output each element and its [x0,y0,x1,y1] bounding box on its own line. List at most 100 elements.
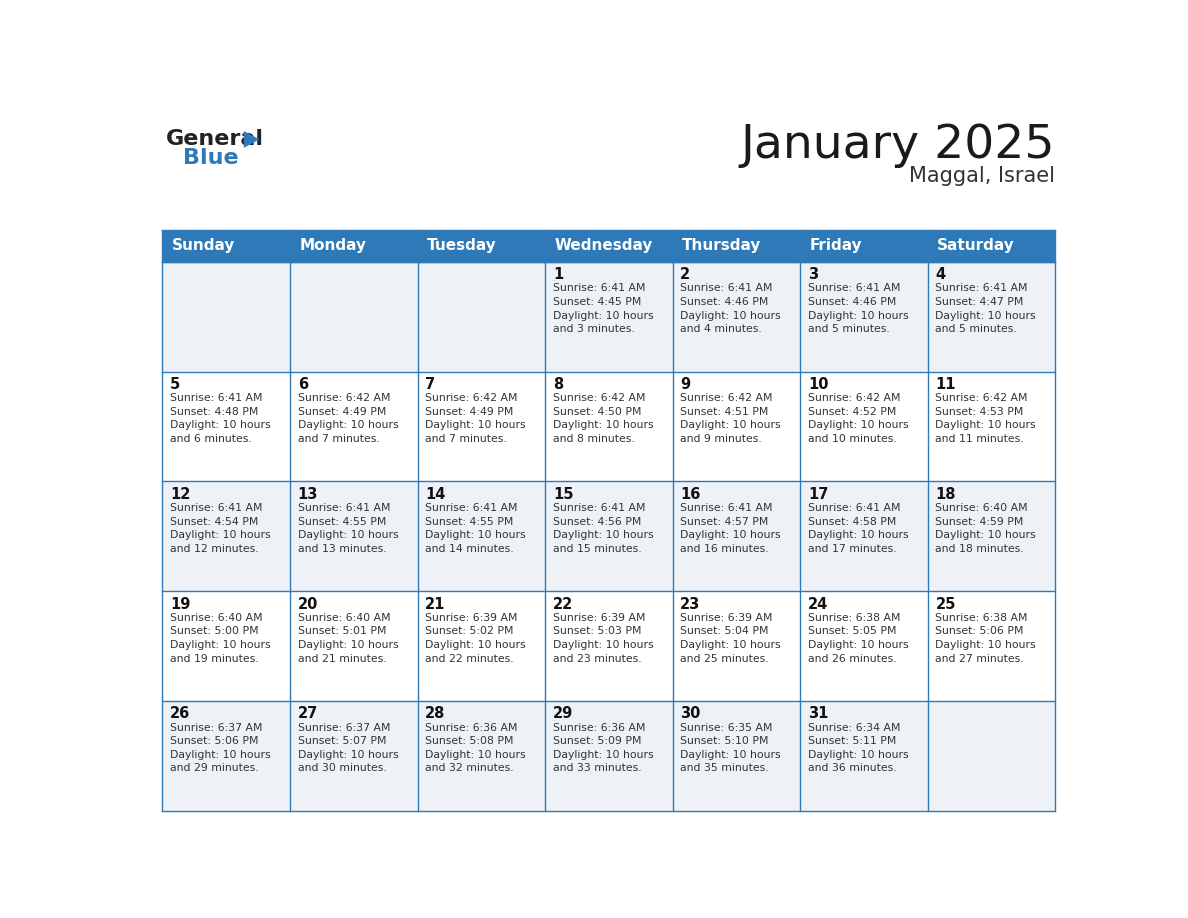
Text: Sunrise: 6:39 AM
Sunset: 5:04 PM
Daylight: 10 hours
and 25 minutes.: Sunrise: 6:39 AM Sunset: 5:04 PM Dayligh… [681,613,781,664]
Text: Sunrise: 6:41 AM
Sunset: 4:46 PM
Daylight: 10 hours
and 4 minutes.: Sunrise: 6:41 AM Sunset: 4:46 PM Dayligh… [681,284,781,334]
Text: Friday: Friday [809,238,862,253]
Text: 2: 2 [681,267,690,282]
Text: 20: 20 [298,597,318,611]
Text: 30: 30 [681,707,701,722]
Bar [801,372,928,481]
Bar [163,230,1055,262]
Text: 17: 17 [808,487,828,502]
Text: Sunrise: 6:35 AM
Sunset: 5:10 PM
Daylight: 10 hours
and 35 minutes.: Sunrise: 6:35 AM Sunset: 5:10 PM Dayligh… [681,722,781,774]
Text: 9: 9 [681,377,690,392]
Bar [801,701,928,811]
Text: Sunrise: 6:40 AM
Sunset: 4:59 PM
Daylight: 10 hours
and 18 minutes.: Sunrise: 6:40 AM Sunset: 4:59 PM Dayligh… [935,503,1036,554]
Text: Blue: Blue [183,148,239,168]
Text: 5: 5 [170,377,181,392]
Bar [928,262,1055,372]
Text: General: General [166,129,264,149]
Text: 13: 13 [298,487,318,502]
Text: 18: 18 [935,487,956,502]
Bar [672,372,801,481]
Text: Sunrise: 6:42 AM
Sunset: 4:51 PM
Daylight: 10 hours
and 9 minutes.: Sunrise: 6:42 AM Sunset: 4:51 PM Dayligh… [681,393,781,444]
Bar [163,262,290,372]
Bar [290,481,417,591]
Text: 24: 24 [808,597,828,611]
Text: Sunrise: 6:41 AM
Sunset: 4:55 PM
Daylight: 10 hours
and 14 minutes.: Sunrise: 6:41 AM Sunset: 4:55 PM Dayligh… [425,503,526,554]
Bar [163,481,290,591]
Text: Sunrise: 6:42 AM
Sunset: 4:49 PM
Daylight: 10 hours
and 7 minutes.: Sunrise: 6:42 AM Sunset: 4:49 PM Dayligh… [425,393,526,444]
Text: Sunrise: 6:37 AM
Sunset: 5:06 PM
Daylight: 10 hours
and 29 minutes.: Sunrise: 6:37 AM Sunset: 5:06 PM Dayligh… [170,722,271,774]
Bar [672,591,801,701]
Text: Sunrise: 6:42 AM
Sunset: 4:53 PM
Daylight: 10 hours
and 11 minutes.: Sunrise: 6:42 AM Sunset: 4:53 PM Dayligh… [935,393,1036,444]
Text: January 2025: January 2025 [741,123,1055,168]
Text: Tuesday: Tuesday [426,238,497,253]
Bar [545,591,672,701]
Text: 16: 16 [681,487,701,502]
Text: Sunrise: 6:38 AM
Sunset: 5:05 PM
Daylight: 10 hours
and 26 minutes.: Sunrise: 6:38 AM Sunset: 5:05 PM Dayligh… [808,613,909,664]
Text: Sunrise: 6:41 AM
Sunset: 4:48 PM
Daylight: 10 hours
and 6 minutes.: Sunrise: 6:41 AM Sunset: 4:48 PM Dayligh… [170,393,271,444]
Text: Sunrise: 6:40 AM
Sunset: 5:00 PM
Daylight: 10 hours
and 19 minutes.: Sunrise: 6:40 AM Sunset: 5:00 PM Dayligh… [170,613,271,664]
Text: 21: 21 [425,597,446,611]
Text: 31: 31 [808,707,828,722]
Text: 25: 25 [935,597,956,611]
Text: 22: 22 [552,597,573,611]
Text: Sunrise: 6:36 AM
Sunset: 5:09 PM
Daylight: 10 hours
and 33 minutes.: Sunrise: 6:36 AM Sunset: 5:09 PM Dayligh… [552,722,653,774]
Text: Sunrise: 6:36 AM
Sunset: 5:08 PM
Daylight: 10 hours
and 32 minutes.: Sunrise: 6:36 AM Sunset: 5:08 PM Dayligh… [425,722,526,774]
Text: Sunrise: 6:41 AM
Sunset: 4:54 PM
Daylight: 10 hours
and 12 minutes.: Sunrise: 6:41 AM Sunset: 4:54 PM Dayligh… [170,503,271,554]
Text: Sunrise: 6:39 AM
Sunset: 5:03 PM
Daylight: 10 hours
and 23 minutes.: Sunrise: 6:39 AM Sunset: 5:03 PM Dayligh… [552,613,653,664]
Text: 4: 4 [935,267,946,282]
Bar [417,372,545,481]
Bar [928,481,1055,591]
Bar [163,591,290,701]
Bar [545,372,672,481]
Text: Sunrise: 6:38 AM
Sunset: 5:06 PM
Daylight: 10 hours
and 27 minutes.: Sunrise: 6:38 AM Sunset: 5:06 PM Dayligh… [935,613,1036,664]
Text: 6: 6 [298,377,308,392]
Text: Sunrise: 6:41 AM
Sunset: 4:57 PM
Daylight: 10 hours
and 16 minutes.: Sunrise: 6:41 AM Sunset: 4:57 PM Dayligh… [681,503,781,554]
Text: 29: 29 [552,707,573,722]
Text: 23: 23 [681,597,701,611]
Bar [417,481,545,591]
Text: Thursday: Thursday [682,238,762,253]
Bar [545,262,672,372]
Text: Saturday: Saturday [937,238,1015,253]
Text: 10: 10 [808,377,828,392]
Text: Wednesday: Wednesday [555,238,652,253]
Text: Sunrise: 6:41 AM
Sunset: 4:55 PM
Daylight: 10 hours
and 13 minutes.: Sunrise: 6:41 AM Sunset: 4:55 PM Dayligh… [298,503,398,554]
Text: Sunrise: 6:39 AM
Sunset: 5:02 PM
Daylight: 10 hours
and 22 minutes.: Sunrise: 6:39 AM Sunset: 5:02 PM Dayligh… [425,613,526,664]
Text: Sunrise: 6:40 AM
Sunset: 5:01 PM
Daylight: 10 hours
and 21 minutes.: Sunrise: 6:40 AM Sunset: 5:01 PM Dayligh… [298,613,398,664]
Text: 8: 8 [552,377,563,392]
Text: 15: 15 [552,487,574,502]
Text: 26: 26 [170,707,190,722]
Bar [163,372,290,481]
Text: 1: 1 [552,267,563,282]
Text: 3: 3 [808,267,819,282]
Text: Sunrise: 6:42 AM
Sunset: 4:52 PM
Daylight: 10 hours
and 10 minutes.: Sunrise: 6:42 AM Sunset: 4:52 PM Dayligh… [808,393,909,444]
Bar [290,372,417,481]
Text: 27: 27 [298,707,318,722]
Text: Sunrise: 6:37 AM
Sunset: 5:07 PM
Daylight: 10 hours
and 30 minutes.: Sunrise: 6:37 AM Sunset: 5:07 PM Dayligh… [298,722,398,774]
Text: Sunrise: 6:42 AM
Sunset: 4:49 PM
Daylight: 10 hours
and 7 minutes.: Sunrise: 6:42 AM Sunset: 4:49 PM Dayligh… [298,393,398,444]
Bar [928,591,1055,701]
Text: Sunrise: 6:34 AM
Sunset: 5:11 PM
Daylight: 10 hours
and 36 minutes.: Sunrise: 6:34 AM Sunset: 5:11 PM Dayligh… [808,722,909,774]
Text: Sunrise: 6:41 AM
Sunset: 4:56 PM
Daylight: 10 hours
and 15 minutes.: Sunrise: 6:41 AM Sunset: 4:56 PM Dayligh… [552,503,653,554]
Bar [545,481,672,591]
Bar [672,481,801,591]
Text: Sunrise: 6:41 AM
Sunset: 4:47 PM
Daylight: 10 hours
and 5 minutes.: Sunrise: 6:41 AM Sunset: 4:47 PM Dayligh… [935,284,1036,334]
Bar [801,481,928,591]
Bar [417,262,545,372]
Bar [290,701,417,811]
Text: Sunrise: 6:41 AM
Sunset: 4:45 PM
Daylight: 10 hours
and 3 minutes.: Sunrise: 6:41 AM Sunset: 4:45 PM Dayligh… [552,284,653,334]
Bar [928,372,1055,481]
Bar [672,262,801,372]
Bar [290,262,417,372]
Bar [417,701,545,811]
Bar [417,591,545,701]
Bar [801,262,928,372]
Text: Sunrise: 6:42 AM
Sunset: 4:50 PM
Daylight: 10 hours
and 8 minutes.: Sunrise: 6:42 AM Sunset: 4:50 PM Dayligh… [552,393,653,444]
Text: 19: 19 [170,597,190,611]
Text: 11: 11 [935,377,956,392]
Text: Sunday: Sunday [172,238,235,253]
Polygon shape [244,131,259,148]
Text: 7: 7 [425,377,436,392]
Text: 12: 12 [170,487,190,502]
Text: 14: 14 [425,487,446,502]
Bar [928,701,1055,811]
